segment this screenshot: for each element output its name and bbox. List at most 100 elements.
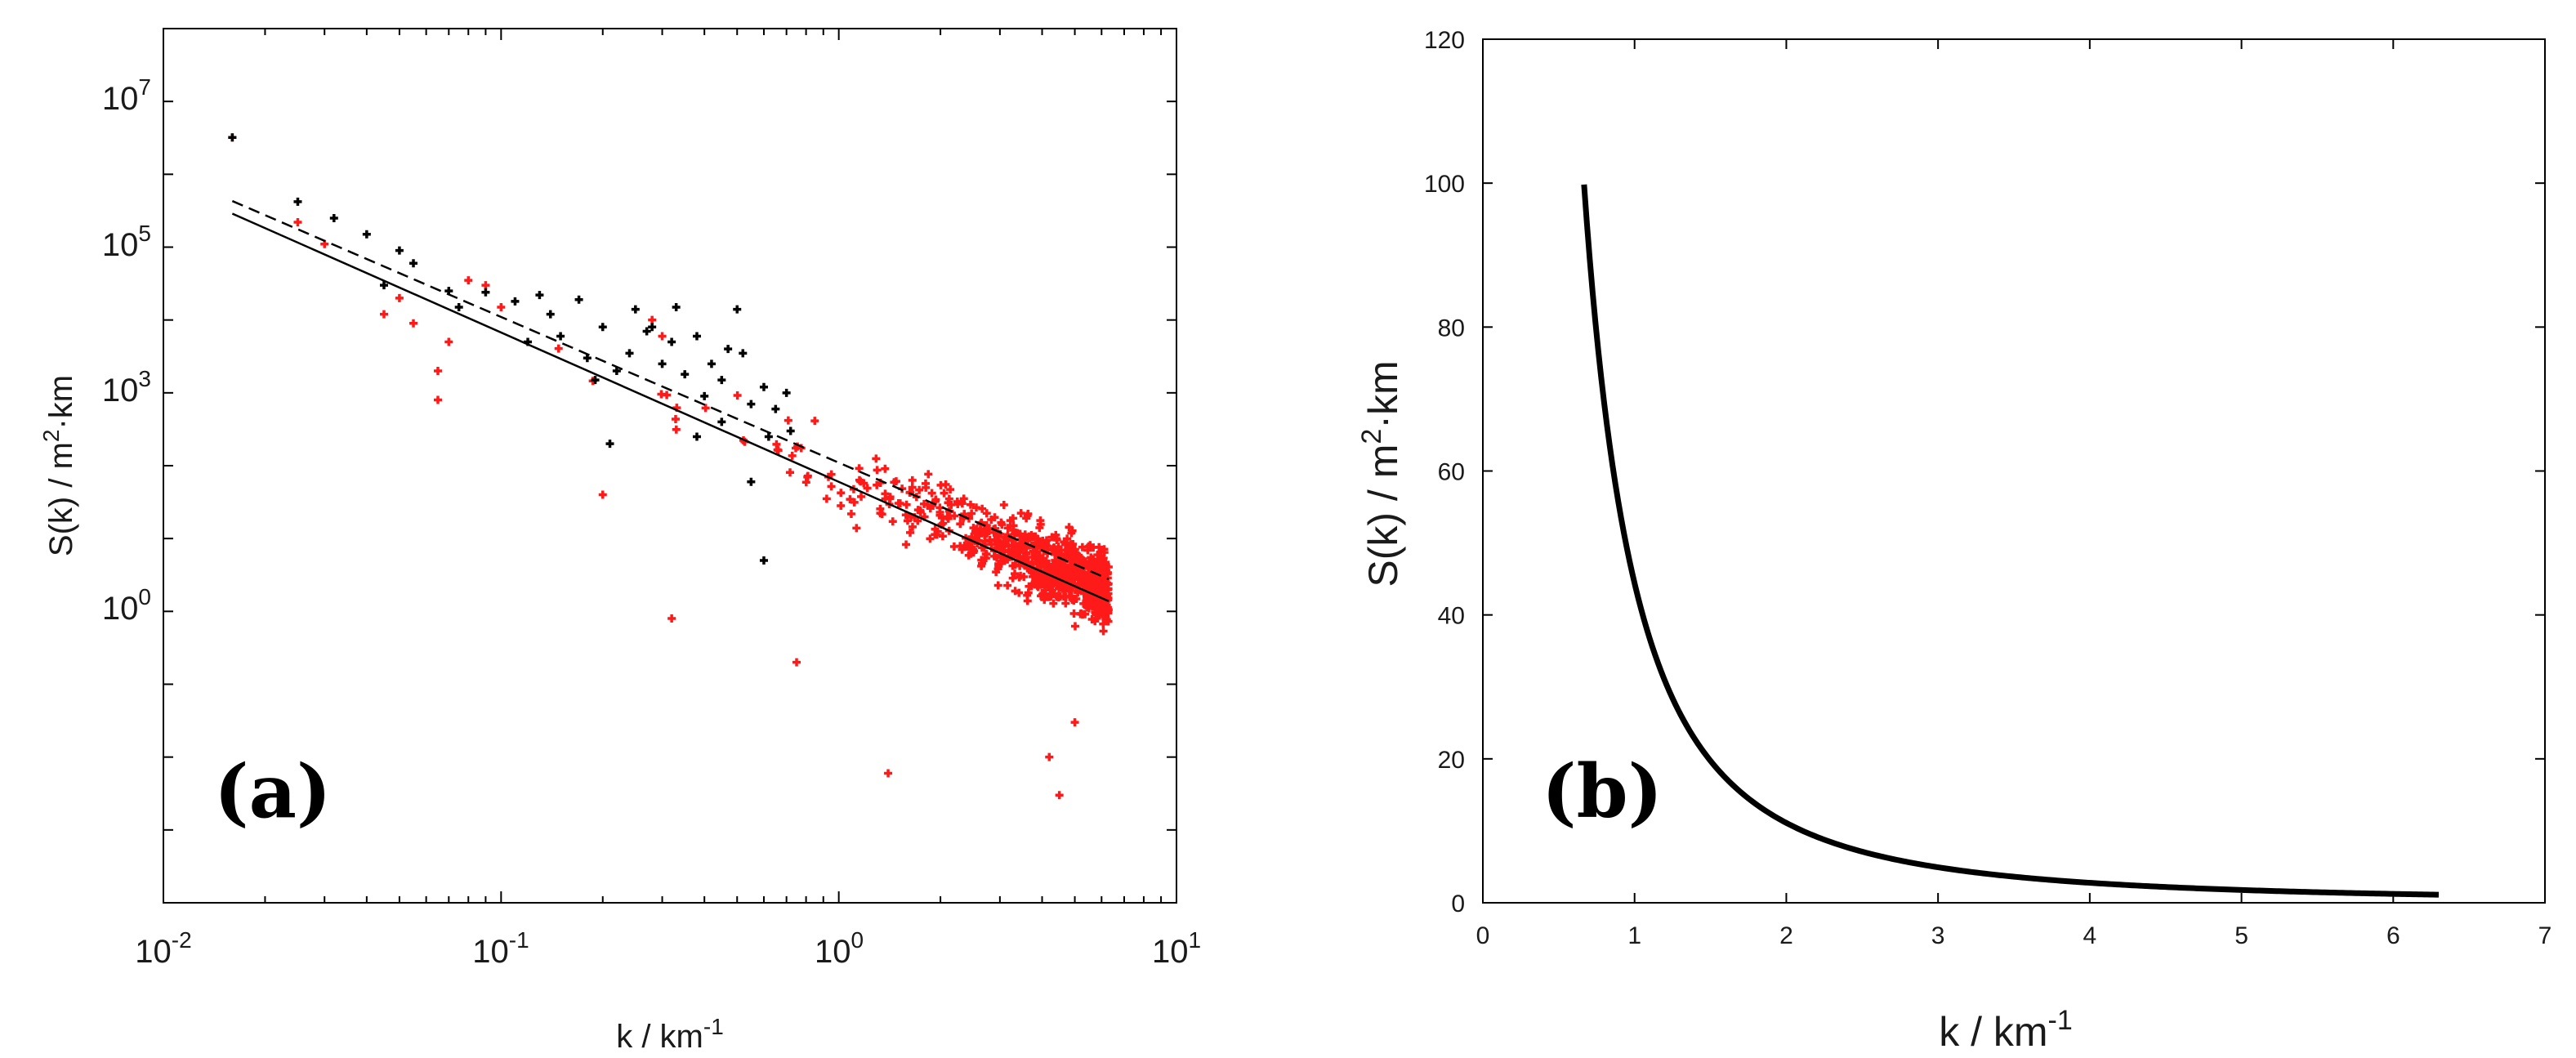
panel-a-red-point (1100, 570, 1109, 579)
panel-a-red-point (982, 529, 991, 538)
panel-a-black-point (625, 349, 634, 358)
panel-a-red-point (822, 494, 831, 503)
panel-a-red-point (895, 499, 904, 508)
panel-a-red-point (1003, 524, 1012, 533)
panel-b-xtick-label: 0 (1476, 922, 1490, 949)
panel-a-red-point (999, 501, 1008, 510)
panel-a-red-point (1080, 573, 1089, 582)
panel-a-fit-lines (231, 199, 1109, 603)
panel-a-red-point (701, 404, 710, 413)
panel-a-red-point (1023, 596, 1032, 605)
panel-a-red-point (1100, 579, 1109, 588)
panel-a-black-point (379, 281, 388, 290)
panel-b-chart: 0 1 2 3 4 5 6 7 0 20 40 60 80 100 120 k / km-1 S(k) / … (1356, 27, 2551, 1055)
panel-a-red-point (863, 484, 872, 493)
panel-a-red-point (913, 516, 922, 525)
panel-a-black-point (681, 370, 690, 379)
panel-a-red-point (773, 445, 782, 454)
panel-a-red-point (1052, 535, 1061, 544)
panel-a-black-point (707, 359, 716, 368)
panel-a-red-point (990, 535, 999, 544)
panel-a-red-point (1086, 596, 1095, 605)
panel-a-red-point (950, 511, 959, 520)
panel-a-black-point (692, 332, 701, 341)
panel-a-red-point (876, 509, 885, 518)
panel-a-red-point (1025, 582, 1034, 591)
panel-b-xtick-label: 1 (1627, 922, 1641, 949)
panel-a-black-point (739, 349, 748, 358)
panel-b-ytick-label: 60 (1438, 459, 1465, 486)
panel-a-red-point (792, 444, 801, 453)
panel-a-ticks (163, 28, 1176, 904)
panel-a-label: (a) (214, 748, 331, 835)
panel-a-red-point (827, 470, 836, 479)
panel-a-red-point (1070, 566, 1079, 575)
panel-a-red-point (1055, 791, 1064, 800)
panel-a-red-point (1045, 752, 1054, 761)
panel-a-red-point (663, 391, 672, 400)
panel-a-black-point (574, 295, 583, 304)
panel-a-black-point (648, 323, 657, 332)
panel-b-ytick-label: 80 (1438, 315, 1465, 342)
panel-a-red-point (1020, 572, 1029, 581)
panel-a-red-point (434, 366, 443, 375)
panel-b-curve (1581, 184, 2440, 898)
panel-a-red-point (859, 479, 868, 488)
panel-a-black-point (786, 426, 795, 435)
panel-a-red-point (1074, 575, 1083, 584)
panel-b-curve-line (1581, 184, 2440, 898)
panel-a-red-point (1070, 718, 1079, 727)
panel-a-ytick-label: 100 (102, 584, 151, 627)
panel-a-red-point (1028, 558, 1037, 567)
panel-a-black-point (612, 366, 621, 375)
panel-a-red-point (379, 310, 388, 319)
panel-a-black-point (717, 417, 726, 426)
panel-a-black-point (583, 354, 592, 363)
panel-a-red-point (944, 498, 953, 507)
panel-a-black-point (700, 391, 709, 400)
panel-a-black-point (546, 310, 555, 319)
panel-a-ytick-label: 105 (102, 221, 151, 263)
panel-a-red-point (886, 493, 895, 502)
panel-a-red-point (1047, 545, 1056, 554)
panel-a-red-point (1093, 583, 1102, 591)
panel-a-ytick-label: 103 (102, 366, 151, 408)
panel-a-xtick-label: 100 (815, 927, 864, 970)
panel-a-red-point (908, 483, 917, 492)
panel-a-black-point (667, 337, 676, 346)
panel-a-red-point (1040, 542, 1049, 551)
panel-a-red-point (994, 543, 1003, 552)
panel-a-black-point (747, 477, 756, 486)
panel-a-red-point (977, 561, 986, 570)
panel-a-red-point (971, 529, 980, 538)
panel-a-red-point (903, 516, 912, 525)
panel-a-red-point (1036, 516, 1045, 525)
panel-a-red-point (949, 542, 958, 551)
panel-a-black-point (672, 302, 681, 311)
panel-a-xlabel: k / km-1 (616, 1014, 724, 1055)
panel-a-red-point (855, 475, 864, 484)
panel-a-black-point (409, 259, 418, 268)
panel-a-red-point (987, 540, 996, 549)
panel-a-red-point (395, 293, 404, 302)
panel-a-red-point (837, 489, 846, 498)
panel-a-black-point (511, 297, 520, 306)
panel-a-black-point (535, 291, 544, 300)
panel-a-black-point (692, 432, 701, 441)
panel-a-red-series (228, 133, 1113, 800)
panel-b-xtick-label: 2 (1779, 922, 1793, 949)
panel-a-black-point (605, 440, 614, 449)
panel-a-red-point (672, 425, 681, 434)
panel-a-red-point (987, 516, 996, 525)
panel-a-red-point (941, 480, 950, 489)
panel-a-red-point (908, 475, 917, 484)
panel-a-red-point (946, 485, 955, 494)
panel-a-red-point (1016, 509, 1025, 518)
panel-a-red-point (913, 506, 922, 515)
panel-a-red-point (1103, 604, 1112, 613)
panel-a-dashed-fit-line (231, 199, 1109, 581)
panel-a-black-point (329, 214, 338, 223)
panel-a-red-point (1006, 516, 1015, 525)
panel-b-ytick-label: 100 (1424, 171, 1465, 198)
